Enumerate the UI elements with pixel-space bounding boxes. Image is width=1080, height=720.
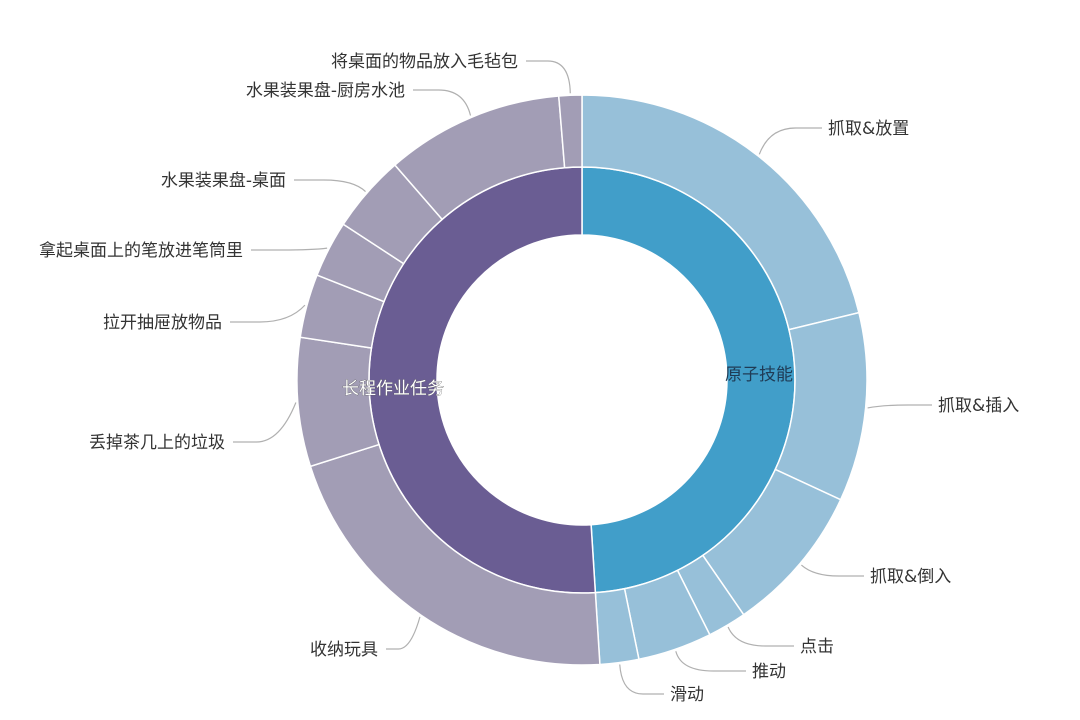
segment-label: 拉开抽屉放物品 [103,313,222,333]
outer-ring [296,94,868,666]
outer-segment[interactable] [296,336,380,468]
segment-label: 水果装果盘-厨房水池 [246,81,405,101]
leader-line [619,664,664,695]
segment-label: 抓取&插入 [938,396,1019,416]
segment-label: 点击 [800,637,834,657]
leader-line [758,127,822,155]
leader-line [251,247,328,251]
leader-line [386,616,421,650]
segment-label: 推动 [752,662,786,682]
segment-label: 拿起桌面上的笔放进笔筒里 [39,240,243,261]
inner-label-long-horizon-tasks: 长程作业任务 [342,379,444,399]
segment-label: 抓取&倒入 [870,567,951,587]
leader-line [867,404,932,409]
leader-line [675,651,746,672]
leader-lines [230,60,932,695]
leader-line [233,402,297,443]
segment-label: 收纳玩具 [310,640,378,660]
leader-line [413,89,472,116]
inner-label-atomic-skills: 原子技能 [725,365,793,385]
leader-line [230,304,306,323]
leader-line [801,564,864,577]
segment-label: 丢掉茶几上的垃圾 [89,433,225,453]
leader-line [526,60,571,94]
outer-segment[interactable] [557,94,583,169]
segment-label: 抓取&放置 [828,119,909,139]
segment-label: 水果装果盘-桌面 [161,171,286,191]
segment-label: 滑动 [670,685,704,705]
leader-line [727,626,794,647]
segment-label: 将桌面的物品放入毛毡包 [331,52,518,72]
leader-line [294,179,366,193]
